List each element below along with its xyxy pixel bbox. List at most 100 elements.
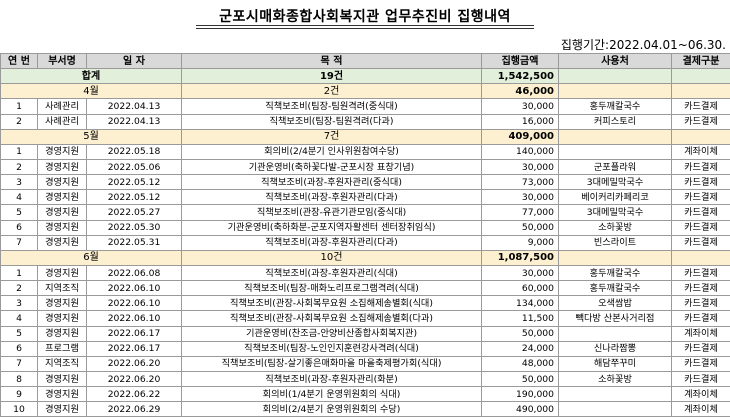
row-no: 1 — [1, 144, 38, 159]
row-no: 3 — [1, 175, 38, 190]
row-no: 1 — [1, 265, 38, 280]
row-purpose: 직책보조비(과장-후원자관리(다과) — [182, 235, 482, 250]
row-payment: 카드결제 — [672, 356, 730, 371]
row-payment: 카드결제 — [672, 371, 730, 386]
row-amount: 24,000 — [482, 341, 559, 356]
header-date: 일 자 — [87, 54, 182, 69]
row-dept: 경영지원 — [38, 402, 87, 417]
row-dept: 프로그램 — [38, 341, 87, 356]
row-amount: 490,000 — [482, 402, 559, 417]
row-payment: 카드결제 — [672, 265, 730, 280]
row-amount: 190,000 — [482, 387, 559, 402]
row-date: 2022.05.30 — [87, 220, 182, 235]
row-payment: 카드결제 — [672, 341, 730, 356]
row-no: 7 — [1, 235, 38, 250]
row-purpose: 직책보조비(팀장-팀원격려(중식대) — [182, 99, 482, 114]
row-date: 2022.06.22 — [87, 387, 182, 402]
row-date: 2022.06.08 — [87, 265, 182, 280]
row-no: 10 — [1, 402, 38, 417]
row-purpose: 기관운영비(축하꽃다발-군포시장 표창기념) — [182, 159, 482, 174]
row-place: 신나라짬뽕 — [559, 341, 672, 356]
row-payment: 계좌이체 — [672, 326, 730, 341]
row-date: 2022.06.10 — [87, 281, 182, 296]
month-amount: 46,000 — [482, 84, 559, 99]
header-dept: 부서명 — [38, 54, 87, 69]
month-count: 10건 — [182, 250, 482, 265]
row-purpose: 직책보조비(과장-후원자관리(다과) — [182, 190, 482, 205]
row-purpose: 회의비(2/4분기 인사위원참여수당) — [182, 144, 482, 159]
row-purpose: 회의비(2/4분기 운영위원회의 수당) — [182, 402, 482, 417]
month-label: 6월 — [1, 250, 182, 265]
month-label: 5월 — [1, 129, 182, 144]
row-place: 3대메밀막국수 — [559, 205, 672, 220]
row-amount: 50,000 — [482, 371, 559, 386]
row-amount: 140,000 — [482, 144, 559, 159]
row-place: 소하꽃방 — [559, 220, 672, 235]
header-purpose: 목 적 — [182, 54, 482, 69]
total-label: 합계 — [1, 69, 182, 84]
month-count: 2건 — [182, 84, 482, 99]
row-purpose: 직책보조비(관장-사회복무요원 소집해제송별회(다과) — [182, 311, 482, 326]
row-payment: 카드결제 — [672, 205, 730, 220]
row-payment: 카드결제 — [672, 114, 730, 129]
row-amount: 30,000 — [482, 190, 559, 205]
row-place — [559, 402, 672, 417]
row-place: 홍두깨칼국수 — [559, 281, 672, 296]
row-dept: 경영지원 — [38, 265, 87, 280]
row-dept: 경영지원 — [38, 296, 87, 311]
row-purpose: 기관운영비(축하화분-군포지역자활센터 센터장취임식) — [182, 220, 482, 235]
row-payment: 계좌이체 — [672, 144, 730, 159]
row-dept: 경영지원 — [38, 235, 87, 250]
row-purpose: 직책보조비(관장-유관기관모임(중식대) — [182, 205, 482, 220]
row-dept: 지역조직 — [38, 281, 87, 296]
row-dept: 경영지원 — [38, 311, 87, 326]
row-place: 해담쭈꾸미 — [559, 356, 672, 371]
row-amount: 77,000 — [482, 205, 559, 220]
table-header-row: 연 번 부서명 일 자 목 적 집행금액 사용처 결제구분 — [1, 54, 730, 69]
row-place: 소하꽃방 — [559, 371, 672, 386]
month-label: 4월 — [1, 84, 182, 99]
row-date: 2022.06.17 — [87, 341, 182, 356]
row-no: 2 — [1, 281, 38, 296]
row-purpose: 회의비(1/4분기 운영위원회의 식대) — [182, 387, 482, 402]
row-no: 5 — [1, 205, 38, 220]
row-payment: 카드결제 — [672, 99, 730, 114]
header-payment: 결제구분 — [672, 54, 730, 69]
row-amount: 9,000 — [482, 235, 559, 250]
month-amount: 1,087,500 — [482, 250, 559, 265]
row-no: 8 — [1, 371, 38, 386]
row-payment: 카드결제 — [672, 281, 730, 296]
row-purpose: 직책보조비(과장-후원자관리(화분) — [182, 371, 482, 386]
row-place: 빽다방 산본사거리점 — [559, 311, 672, 326]
row-no: 2 — [1, 114, 38, 129]
row-place — [559, 326, 672, 341]
row-dept: 경영지원 — [38, 190, 87, 205]
row-date: 2022.06.10 — [87, 311, 182, 326]
row-purpose: 직책보조비(과장-후원자관리(식대) — [182, 265, 482, 280]
row-date: 2022.05.12 — [87, 190, 182, 205]
row-dept: 사례관리 — [38, 99, 87, 114]
row-date: 2022.05.12 — [87, 175, 182, 190]
row-no: 4 — [1, 190, 38, 205]
row-amount: 50,000 — [482, 326, 559, 341]
row-no: 3 — [1, 296, 38, 311]
row-amount: 11,500 — [482, 311, 559, 326]
execution-period: 집행기간:2022.04.01~06.30. — [561, 36, 726, 53]
row-dept: 경영지원 — [38, 326, 87, 341]
row-purpose: 직책보조비(관장-사회복무요원 소집해제송별회(식대) — [182, 296, 482, 311]
row-date: 2022.05.27 — [87, 205, 182, 220]
page-title: 군포시매화종합사회복지관 업무추진비 집행내역 — [0, 6, 730, 26]
row-place: 오색쌈밥 — [559, 296, 672, 311]
